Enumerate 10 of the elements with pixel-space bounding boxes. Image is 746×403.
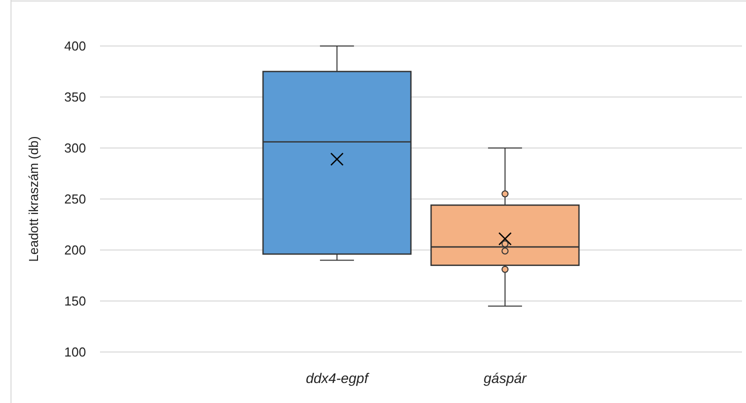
y-tick-label: 250 <box>64 192 86 207</box>
y-tick-label: 200 <box>64 242 86 258</box>
y-tick-label: 150 <box>64 294 86 309</box>
x-tick-label: ddx4-egpf <box>306 370 370 386</box>
y-tick-label: 400 <box>64 38 86 54</box>
y-tick-label: 100 <box>64 344 86 360</box>
y-tick-label: 300 <box>64 140 86 156</box>
y-axis-title: Leadott ikraszám (db) <box>26 136 41 262</box>
y-tick-label: 350 <box>64 90 86 105</box>
x-tick-label: gáspár <box>484 370 528 386</box>
